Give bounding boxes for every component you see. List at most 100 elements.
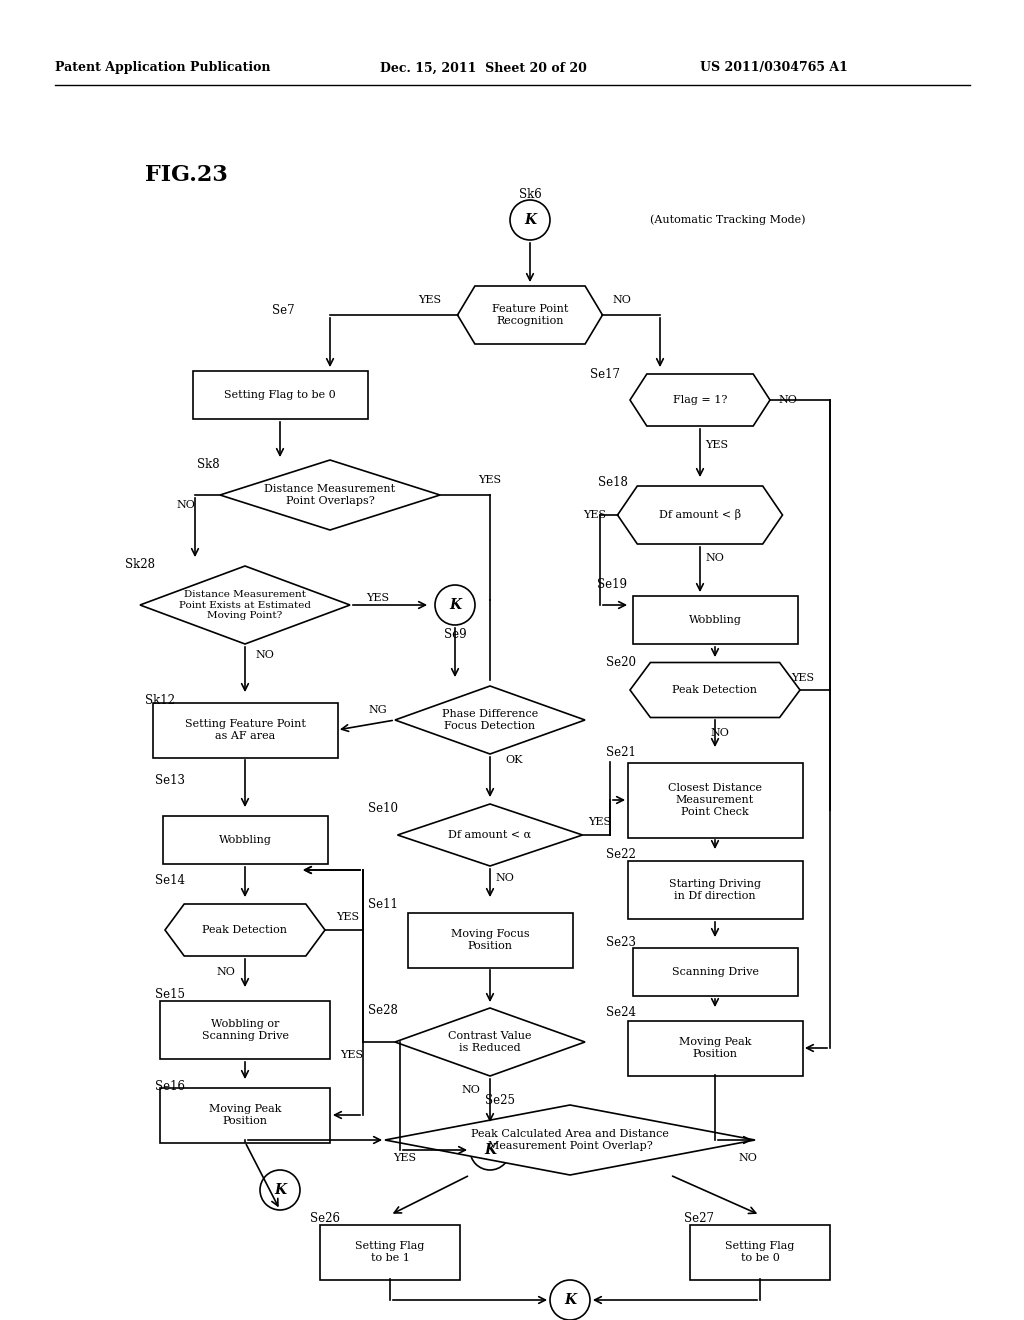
FancyBboxPatch shape [690, 1225, 830, 1279]
Text: YES: YES [478, 475, 502, 484]
Circle shape [550, 1280, 590, 1320]
Text: Setting Flag to be 0: Setting Flag to be 0 [224, 389, 336, 400]
Text: K: K [449, 598, 461, 612]
FancyBboxPatch shape [160, 1001, 330, 1059]
Text: Se18: Se18 [598, 477, 628, 490]
Text: NO: NO [710, 729, 729, 738]
Text: K: K [524, 213, 536, 227]
Text: YES: YES [367, 593, 389, 603]
Polygon shape [397, 804, 583, 866]
Text: YES: YES [792, 673, 814, 682]
Text: NO: NO [495, 873, 514, 883]
Polygon shape [395, 1008, 585, 1076]
Text: NG: NG [369, 705, 387, 715]
FancyBboxPatch shape [160, 1088, 330, 1143]
Text: (Automatic Tracking Mode): (Automatic Tracking Mode) [650, 215, 806, 226]
Text: Dec. 15, 2011  Sheet 20 of 20: Dec. 15, 2011 Sheet 20 of 20 [380, 62, 587, 74]
Text: Flag = 1?: Flag = 1? [673, 395, 727, 405]
Text: Sk6: Sk6 [518, 189, 542, 202]
Text: Se10: Se10 [368, 801, 398, 814]
FancyBboxPatch shape [153, 702, 338, 758]
Text: Se20: Se20 [606, 656, 636, 668]
Text: YES: YES [705, 440, 728, 450]
Polygon shape [617, 486, 782, 544]
Text: Sk28: Sk28 [125, 558, 155, 572]
Text: US 2011/0304765 A1: US 2011/0304765 A1 [700, 62, 848, 74]
Text: K: K [564, 1294, 575, 1307]
Text: Moving Peak
Position: Moving Peak Position [209, 1105, 282, 1126]
Text: YES: YES [583, 510, 606, 520]
Text: Se25: Se25 [485, 1093, 515, 1106]
Text: Peak Detection: Peak Detection [203, 925, 288, 935]
Text: Peak Calculated Area and Distance
Measurement Point Overlap?: Peak Calculated Area and Distance Measur… [471, 1129, 669, 1151]
FancyBboxPatch shape [163, 816, 328, 865]
Text: Scanning Drive: Scanning Drive [672, 968, 759, 977]
Text: Wobbling or
Scanning Drive: Wobbling or Scanning Drive [202, 1019, 289, 1040]
Text: Sk8: Sk8 [198, 458, 220, 471]
Polygon shape [458, 286, 602, 345]
Text: Distance Measurement
Point Exists at Estimated
Moving Point?: Distance Measurement Point Exists at Est… [179, 590, 311, 620]
Text: Patent Application Publication: Patent Application Publication [55, 62, 270, 74]
Text: NO: NO [216, 968, 234, 977]
Text: Df amount < β: Df amount < β [658, 510, 741, 520]
Polygon shape [630, 374, 770, 426]
Text: Se13: Se13 [155, 774, 185, 787]
Text: Contrast Value
is Reduced: Contrast Value is Reduced [449, 1031, 531, 1053]
Text: Se15: Se15 [155, 989, 185, 1002]
Text: Se22: Se22 [606, 849, 636, 862]
Text: Se19: Se19 [597, 578, 627, 591]
Text: Phase Difference
Focus Detection: Phase Difference Focus Detection [442, 709, 539, 731]
Text: Se11: Se11 [368, 899, 398, 912]
Text: Setting Feature Point
as AF area: Setting Feature Point as AF area [184, 719, 305, 741]
Circle shape [510, 201, 550, 240]
Text: FIG.23: FIG.23 [145, 164, 227, 186]
FancyBboxPatch shape [633, 597, 798, 644]
Text: Wobbling: Wobbling [218, 836, 271, 845]
Text: Se9: Se9 [443, 628, 466, 642]
Polygon shape [220, 459, 440, 531]
Text: Se7: Se7 [272, 304, 295, 317]
Text: Se16: Se16 [155, 1081, 185, 1093]
Polygon shape [165, 904, 325, 956]
Text: Wobbling: Wobbling [688, 615, 741, 624]
Text: Se28: Se28 [368, 1003, 398, 1016]
Text: YES: YES [589, 817, 611, 828]
FancyBboxPatch shape [633, 948, 798, 997]
Text: NO: NO [778, 395, 798, 405]
Text: K: K [484, 1143, 496, 1158]
Text: Closest Distance
Measurement
Point Check: Closest Distance Measurement Point Check [668, 783, 762, 817]
Text: NO: NO [612, 294, 632, 305]
Circle shape [435, 585, 475, 624]
Text: YES: YES [419, 294, 441, 305]
Text: Setting Flag
to be 0: Setting Flag to be 0 [725, 1241, 795, 1263]
Text: NO: NO [705, 553, 724, 564]
Text: Se17: Se17 [590, 368, 620, 381]
Text: Sk12: Sk12 [145, 693, 175, 706]
Text: Df amount < α: Df amount < α [449, 830, 531, 840]
FancyBboxPatch shape [628, 861, 803, 919]
Text: Distance Measurement
Point Overlaps?: Distance Measurement Point Overlaps? [264, 484, 395, 506]
Text: YES: YES [337, 912, 359, 921]
FancyBboxPatch shape [319, 1225, 460, 1279]
Polygon shape [385, 1105, 755, 1175]
FancyBboxPatch shape [628, 763, 803, 837]
FancyBboxPatch shape [628, 1020, 803, 1076]
Text: Setting Flag
to be 1: Setting Flag to be 1 [355, 1241, 425, 1263]
Text: YES: YES [393, 1152, 417, 1163]
Text: Feature Point
Recognition: Feature Point Recognition [492, 304, 568, 326]
Polygon shape [140, 566, 350, 644]
Text: K: K [274, 1183, 286, 1197]
Text: NO: NO [176, 500, 195, 510]
Text: NO: NO [255, 649, 273, 660]
Circle shape [470, 1130, 510, 1170]
Text: Se27: Se27 [684, 1212, 714, 1225]
Text: Moving Peak
Position: Moving Peak Position [679, 1038, 752, 1059]
Circle shape [260, 1170, 300, 1210]
Text: Starting Driving
in Df direction: Starting Driving in Df direction [669, 879, 761, 900]
Text: Moving Focus
Position: Moving Focus Position [451, 929, 529, 950]
Text: Se21: Se21 [606, 747, 636, 759]
Text: OK: OK [505, 755, 522, 766]
Polygon shape [630, 663, 800, 718]
FancyBboxPatch shape [193, 371, 368, 418]
Text: NO: NO [461, 1085, 480, 1096]
